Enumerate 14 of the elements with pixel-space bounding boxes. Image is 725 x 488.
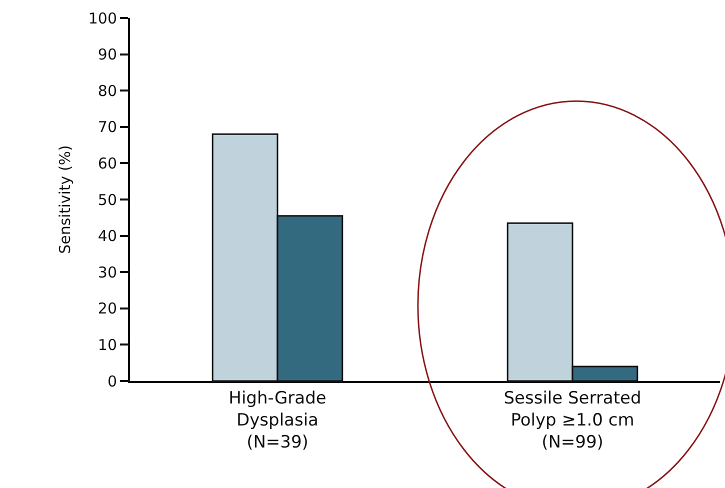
y-tick-label: 90 xyxy=(98,46,117,64)
y-tick-label: 50 xyxy=(98,190,117,209)
x-tick-label: Sessile Serrated Polyp ≥1.0 cm (N=99) xyxy=(504,388,642,453)
y-tick-label: 70 xyxy=(98,118,117,136)
x-tick-label: High-Grade Dysplasia (N=39) xyxy=(228,388,326,453)
y-tick-label: 40 xyxy=(98,227,117,246)
y-tick-label: 10 xyxy=(98,336,117,354)
y-tick-label: 100 xyxy=(88,9,117,28)
y-tick-label: 0 xyxy=(107,372,117,390)
y-tick-label: 60 xyxy=(98,154,117,172)
y-axis-title: Sensitivity (%) xyxy=(56,145,74,254)
y-tick-label: 30 xyxy=(98,263,117,282)
y-tick-label: 80 xyxy=(98,82,117,100)
y-tick-label: 20 xyxy=(98,300,117,318)
